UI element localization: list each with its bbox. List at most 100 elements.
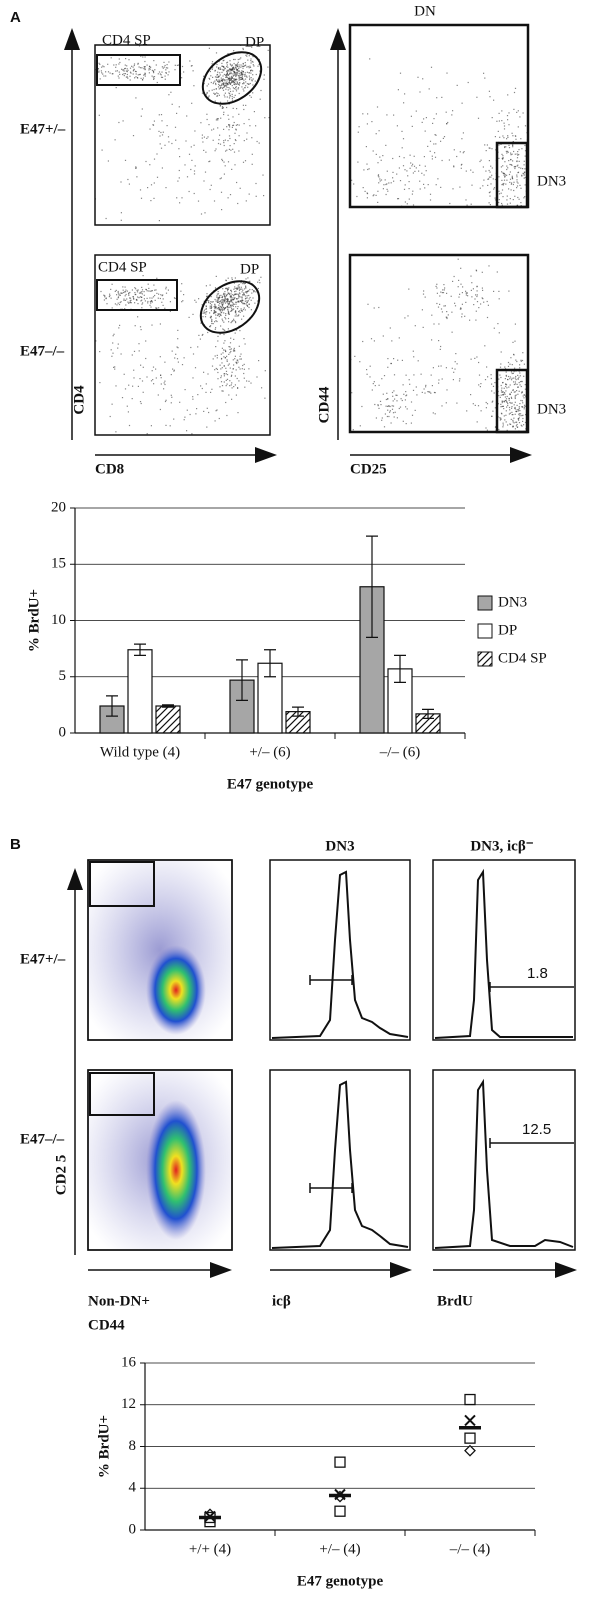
event [245, 278, 247, 280]
event [222, 79, 224, 82]
event [518, 413, 520, 415]
event [124, 286, 126, 288]
event [535, 398, 536, 399]
event [230, 64, 232, 66]
event [389, 327, 391, 329]
event [385, 405, 387, 407]
event [220, 375, 222, 377]
event [381, 378, 383, 380]
event [175, 353, 177, 355]
event [238, 70, 240, 72]
event [498, 428, 500, 431]
event [520, 399, 522, 402]
event [498, 298, 500, 300]
event [230, 348, 232, 350]
event [239, 311, 241, 313]
event [545, 390, 546, 391]
event [239, 293, 241, 295]
event [496, 271, 498, 273]
event [186, 430, 188, 432]
event [105, 75, 107, 77]
event [398, 407, 400, 410]
event [103, 75, 105, 77]
event [514, 395, 516, 397]
event [249, 65, 251, 67]
event [233, 297, 236, 299]
event [402, 384, 404, 386]
event [149, 301, 151, 303]
event [516, 435, 517, 436]
event [240, 358, 242, 360]
event [238, 284, 240, 286]
event [158, 220, 160, 222]
event [235, 74, 237, 77]
event [454, 302, 456, 304]
event [452, 110, 454, 112]
event [140, 291, 142, 293]
event [519, 364, 521, 366]
event [515, 394, 517, 396]
event [217, 86, 220, 88]
event [217, 340, 219, 342]
event [518, 198, 520, 200]
event [153, 284, 155, 286]
event [241, 291, 243, 293]
event [240, 72, 242, 75]
event [125, 304, 127, 306]
event [224, 299, 226, 301]
event [532, 127, 533, 128]
event [528, 211, 529, 212]
event [236, 315, 238, 317]
event [207, 136, 209, 138]
event [229, 306, 231, 308]
event [248, 75, 250, 77]
event [225, 295, 228, 297]
event [518, 406, 520, 408]
event [510, 371, 513, 373]
event [160, 74, 162, 76]
event [238, 311, 240, 313]
event [185, 140, 187, 142]
event [240, 309, 242, 311]
event [519, 381, 522, 383]
event [504, 174, 506, 176]
event [307, 149, 308, 150]
event [243, 288, 246, 290]
event [251, 60, 253, 63]
event [241, 78, 243, 80]
event [208, 124, 210, 126]
event [224, 68, 226, 70]
event [141, 293, 143, 295]
event [197, 394, 199, 396]
event [188, 316, 190, 318]
event [405, 423, 407, 425]
event [491, 174, 493, 176]
event [223, 69, 225, 71]
event [243, 338, 245, 340]
event [160, 383, 162, 385]
event [225, 85, 227, 87]
event [127, 411, 129, 413]
event [130, 302, 132, 304]
event [434, 413, 436, 415]
event [179, 156, 181, 158]
event [216, 118, 218, 120]
event [438, 379, 440, 381]
event [160, 377, 162, 379]
gate-label: DN3 [537, 401, 566, 417]
event [253, 65, 255, 67]
event [218, 94, 220, 96]
event [164, 383, 166, 386]
event [122, 289, 124, 291]
event [237, 359, 239, 361]
error-bar [134, 643, 146, 656]
event [516, 426, 518, 428]
event [466, 204, 468, 206]
event [242, 303, 244, 305]
event [419, 188, 421, 190]
event [166, 125, 168, 127]
event [409, 383, 411, 385]
event [111, 403, 113, 405]
event [441, 311, 443, 313]
gate [495, 141, 529, 209]
